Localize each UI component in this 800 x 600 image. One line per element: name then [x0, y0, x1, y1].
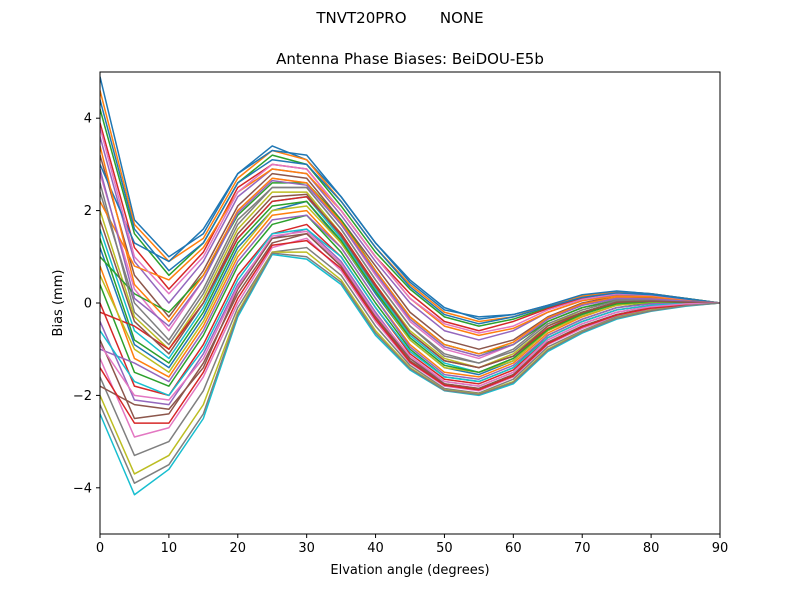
y-tick-label: −4 [73, 481, 92, 496]
series-line-33 [100, 200, 720, 374]
x-tick-label: 60 [505, 541, 522, 556]
x-tick-label: 10 [161, 541, 178, 556]
series-line-32 [100, 145, 720, 355]
series-line-37 [100, 230, 720, 401]
y-tick-label: 4 [84, 112, 92, 127]
x-tick-label: 0 [96, 541, 104, 556]
x-axis-label: Elvation angle (degrees) [330, 563, 489, 578]
x-axis-ticks: 0 10 20 30 40 50 60 70 80 90 [96, 534, 728, 556]
y-tick-label: 2 [84, 204, 92, 219]
x-tick-label: 80 [643, 541, 660, 556]
x-tick-label: 30 [298, 541, 315, 556]
series-line-21 [100, 149, 720, 318]
series-line-30 [100, 228, 720, 397]
series-line-29 [100, 205, 720, 374]
x-tick-label: 90 [712, 541, 729, 556]
series-line-25 [100, 214, 720, 383]
y-tick-label: 0 [84, 297, 92, 312]
series-line-31 [100, 99, 720, 325]
series-line-36 [100, 193, 720, 369]
chart-title: Antenna Phase Biases: BeiDOU-E5b [276, 50, 544, 68]
series-line-17 [100, 237, 720, 438]
series-line-35 [100, 168, 720, 357]
series-line-18 [100, 246, 720, 457]
y-axis-ticks: −4 −2 0 2 4 [73, 112, 100, 496]
y-axis-label: Bias (mm) [51, 270, 66, 337]
series-line-20 [100, 253, 720, 496]
series-line-28 [100, 182, 720, 364]
y-tick-label: −2 [73, 389, 92, 404]
series-line-38 [100, 252, 720, 484]
figure-suptitle: TNVT20PRO NONE [316, 9, 484, 27]
x-tick-label: 20 [230, 541, 247, 556]
x-tick-label: 70 [574, 541, 591, 556]
x-tick-label: 40 [367, 541, 384, 556]
series-line-34 [100, 239, 720, 424]
series-line-5 [100, 136, 720, 341]
series-line-27 [100, 127, 720, 334]
x-tick-label: 50 [436, 541, 453, 556]
series-group [100, 76, 720, 496]
